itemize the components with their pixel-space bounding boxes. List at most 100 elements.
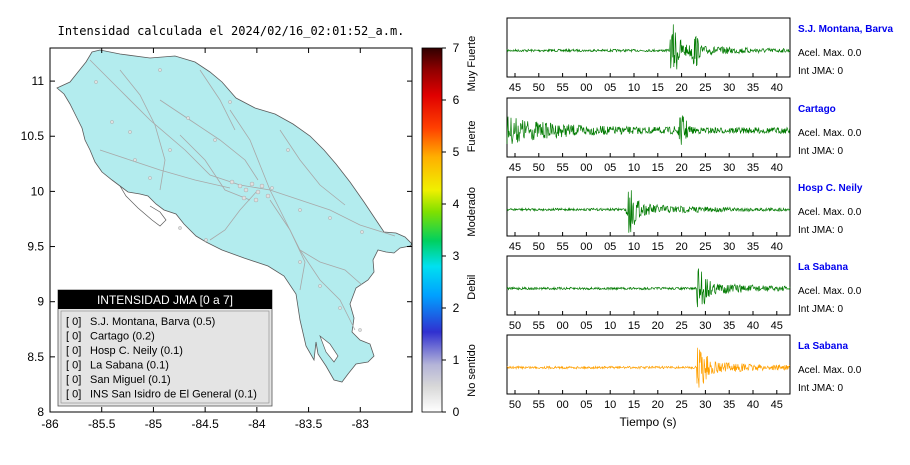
- trace-tick-label: 00: [556, 320, 568, 332]
- legend-item-label: La Sabana (0.1): [90, 360, 169, 372]
- trace-int-jma: Int JMA: 0: [798, 304, 843, 315]
- trace-tick-label: 25: [699, 162, 711, 174]
- colorbar-category: Fuerte: [466, 121, 478, 153]
- map-y-tick-label: 10: [31, 184, 45, 198]
- map-x-tick-label: -86: [41, 417, 59, 431]
- trace-tick-label: 10: [628, 82, 640, 94]
- map-x-tick-label: -83.5: [295, 417, 323, 431]
- legend-item: [ 0] Hosp C. Neily (0.1): [66, 345, 183, 357]
- intensity-colorbar: 7 6 5 4 3 2 1 0 Muy Fuerte Fuerte Moderado Debil No…: [421, 36, 478, 419]
- map-x-axis: -86 -85.5 -85 -84.5 -84 -83.5 -83: [41, 48, 369, 431]
- legend-item-value: [ 0]: [66, 389, 81, 401]
- trace-tick-label: 30: [699, 399, 711, 411]
- waveform-line: [506, 268, 791, 308]
- map-y-tick-label: 9.5: [27, 240, 44, 254]
- trace-tick-label: 50: [533, 82, 545, 94]
- trace-station-name: Hosp C. Neily: [798, 183, 863, 194]
- map-y-tick-label: 10.5: [21, 129, 45, 143]
- map-x-tick-label: -85: [145, 417, 163, 431]
- trace-tick-label: 00: [580, 241, 592, 253]
- trace-tick-label: 30: [723, 162, 735, 174]
- trace-tick-label: 15: [628, 399, 640, 411]
- trace-panel: 45 50 55 00 05 10 15 20 25 30 35 40 Cartago Acel. Max…: [506, 97, 862, 174]
- colorbar-tick-label: 4: [453, 197, 460, 211]
- trace-tick-label: 25: [699, 241, 711, 253]
- trace-tick-label: 20: [652, 320, 664, 332]
- trace-tick-label: 30: [723, 241, 735, 253]
- trace-acel-max: Acel. Max. 0.0: [798, 48, 862, 59]
- trace-acel-max: Acel. Max. 0.0: [798, 128, 862, 139]
- trace-tick-label: 20: [675, 82, 687, 94]
- legend-item-value: [ 0]: [66, 331, 81, 343]
- legend-title: INTENSIDAD JMA [0 a 7]: [97, 293, 233, 307]
- waveform-line: [506, 190, 791, 233]
- legend-item-value: [ 0]: [66, 374, 81, 386]
- trace-tick-label: 55: [533, 399, 545, 411]
- trace-tick-label: 15: [652, 241, 664, 253]
- waveform-line: [506, 24, 791, 70]
- legend-item: [ 0] La Sabana (0.1): [66, 360, 169, 372]
- colorbar-tick-label: 6: [453, 93, 460, 107]
- trace-frame: [506, 255, 791, 316]
- trace-tick-label: 40: [747, 320, 759, 332]
- trace-tick-label: 55: [556, 82, 568, 94]
- map-x-tick-label: -83: [352, 417, 370, 431]
- trace-tick-label: 40: [771, 241, 783, 253]
- trace-tick-label: 45: [509, 241, 521, 253]
- legend-item-label: INS San Isidro de El General (0.1): [90, 389, 257, 401]
- trace-tick-label: 35: [747, 82, 759, 94]
- trace-tick-label: 10: [628, 162, 640, 174]
- trace-tick-label: 50: [533, 241, 545, 253]
- trace-panel: 45 50 55 00 05 10 15 20 25 30 35 40 Hosp C. Neily Ace…: [506, 176, 863, 253]
- trace-station-name: La Sabana: [798, 341, 848, 352]
- legend-item-label: S.J. Montana, Barva (0.5): [90, 316, 215, 328]
- trace-tick-label: 45: [771, 399, 783, 411]
- colorbar-tick-label: 3: [453, 249, 460, 263]
- intensity-legend: INTENSIDAD JMA [0 a 7] [ 0] S.J. Montana,…: [57, 289, 273, 407]
- trace-tick-label: 05: [580, 399, 592, 411]
- colorbar-tick-label: 5: [453, 145, 460, 159]
- trace-tick-label: 40: [747, 399, 759, 411]
- trace-tick-label: 45: [509, 162, 521, 174]
- trace-int-jma: Int JMA: 0: [798, 383, 843, 394]
- trace-tick-label: 55: [533, 320, 545, 332]
- trace-int-jma: Int JMA: 0: [798, 225, 843, 236]
- trace-int-jma: Int JMA: 0: [798, 146, 843, 157]
- trace-tick-label: 00: [580, 82, 592, 94]
- trace-station-name: Cartago: [798, 104, 836, 115]
- waveform-line: [506, 115, 791, 145]
- trace-tick-label: 00: [580, 162, 592, 174]
- trace-panel: 45 50 55 00 05 10 15 20 25 30 35 40 S.J. Montana, Ba…: [506, 17, 893, 94]
- trace-tick-label: 10: [604, 320, 616, 332]
- waveform-line: [506, 347, 791, 388]
- map-x-tick-label: -84.5: [191, 417, 219, 431]
- trace-frame: [506, 97, 791, 158]
- legend-item: [ 0] INS San Isidro de El General (0.1): [66, 389, 257, 401]
- trace-tick-label: 15: [628, 320, 640, 332]
- trace-tick-label: 50: [509, 399, 521, 411]
- trace-tick-label: 10: [604, 399, 616, 411]
- trace-tick-label: 20: [652, 399, 664, 411]
- trace-tick-label: 35: [747, 162, 759, 174]
- legend-item-label: Cartago (0.2): [90, 331, 155, 343]
- trace-tick-label: 35: [747, 241, 759, 253]
- map-y-tick-label: 8: [37, 405, 44, 419]
- legend-item-value: [ 0]: [66, 345, 81, 357]
- trace-int-jma: Int JMA: 0: [798, 66, 843, 77]
- colorbar-category: Debil: [466, 275, 478, 300]
- trace-acel-max: Acel. Max. 0.0: [798, 286, 862, 297]
- trace-tick-label: 20: [675, 162, 687, 174]
- colorbar-tick-label: 7: [453, 41, 460, 55]
- legend-item: [ 0] San Miguel (0.1): [66, 374, 171, 386]
- trace-tick-label: 05: [604, 241, 616, 253]
- trace-tick-label: 40: [771, 162, 783, 174]
- map-y-tick-label: 8.5: [27, 350, 44, 364]
- colorbar-category: Muy Fuerte: [466, 36, 478, 92]
- trace-tick-label: 15: [652, 162, 664, 174]
- trace-tick-label: 05: [604, 162, 616, 174]
- trace-tick-label: 10: [628, 241, 640, 253]
- trace-acel-max: Acel. Max. 0.0: [798, 207, 862, 218]
- legend-item-label: Hosp C. Neily (0.1): [90, 345, 183, 357]
- legend-item-value: [ 0]: [66, 316, 81, 328]
- trace-tick-label: 45: [771, 320, 783, 332]
